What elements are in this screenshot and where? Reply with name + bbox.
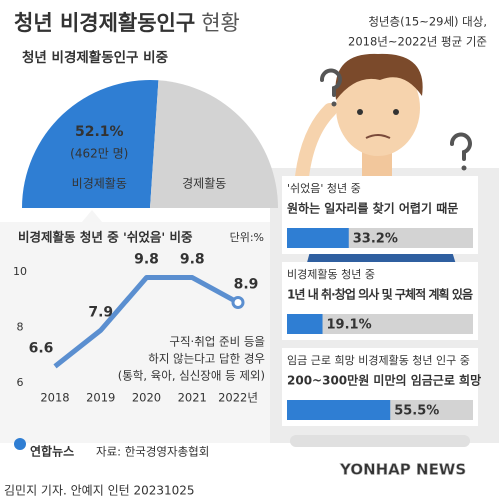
chart-title: 청년 비경제활동인구 비중 [22,49,168,66]
pointer [82,210,102,222]
hair [335,53,423,100]
category-label: 비경제활동 [72,177,127,191]
shoes [290,435,470,447]
logo-icon [14,438,26,450]
source: 자료: 한국경영자총협회 [96,445,209,459]
y-tick-label: 10 [13,265,27,278]
head [336,60,420,156]
question-icon [450,132,472,161]
title-light: 현황 [201,11,240,35]
subtitle: 임금 근로 희망 비경제활동 청년 인구 중 [287,353,470,367]
pie-slice [22,80,159,208]
data-label: 9.8 [134,252,159,268]
bar [287,400,391,420]
bar-track [287,314,473,334]
value-label: 33.2% [353,232,398,247]
subtitle: '쉬었음' 청년 중 [287,182,361,195]
subtitle: 비경제활동 청년 중 [287,267,375,281]
category-label: 1년 내 취·창업 의사 및 구체적 계획 있음 [287,287,473,302]
x-tick-label: 2022년 [218,391,258,405]
mouth [365,134,391,139]
annotation: 구직·취업 준비 등을 [169,335,265,349]
category-label: 경제활동 [182,177,226,191]
title: 청년 비경제활동인구 현황 [14,11,240,35]
bar [287,314,323,334]
x-tick-label: 2018 [40,391,69,405]
byline-bg [0,478,499,503]
line [53,275,240,369]
eye [357,109,363,115]
question-icon [461,165,467,171]
annotation: (462만 명) [70,147,128,161]
left-panel-bg [0,222,270,443]
annotation: (통학, 육아, 심신장애 등 제외) [118,369,265,383]
y-tick-label: 8 [17,321,24,334]
question-icon [320,68,342,97]
data-label: 7.9 [88,304,113,320]
note: 2018년~2022년 평균 기준 [348,35,487,49]
x-tick-label: 2020 [132,391,161,405]
x-tick-label: 2021 [178,391,207,405]
pie-slice [150,80,278,208]
x-tick-label: 2019 [86,391,115,405]
category-label: 200~300만원 미만의 임금근로 희망 [287,373,481,388]
data-label: 6.6 [29,340,54,356]
y-tick-label: 6 [17,376,24,389]
watermark: YONHAP NEWS [339,461,466,479]
data-label: 8.9 [234,277,259,293]
data-label: 9.8 [180,252,205,268]
logo: 연합뉴스 [30,444,74,459]
byline: 김민지 기자. 안예지 인턴 20231025 [4,484,195,498]
eye [393,109,399,115]
value-label: 55.5% [394,404,439,419]
chart-title: 비경제활동 청년 중 '쉬었음' 비중 [18,230,193,245]
end-marker [231,296,245,310]
bar [287,228,349,248]
annotation: 하지 않는다고 답한 경우 [148,352,265,366]
question-icon [331,101,337,107]
unit: 단위:% [230,231,264,244]
value-label: 19.1% [327,318,372,333]
note: 청년층(15~29세) 대상, [368,15,487,29]
category-label: 원하는 일자리를 찾기 어렵기 때문 [287,201,458,216]
title-main: 청년 비경제활동인구 [14,11,195,35]
value-label: 52.1% [75,124,124,140]
